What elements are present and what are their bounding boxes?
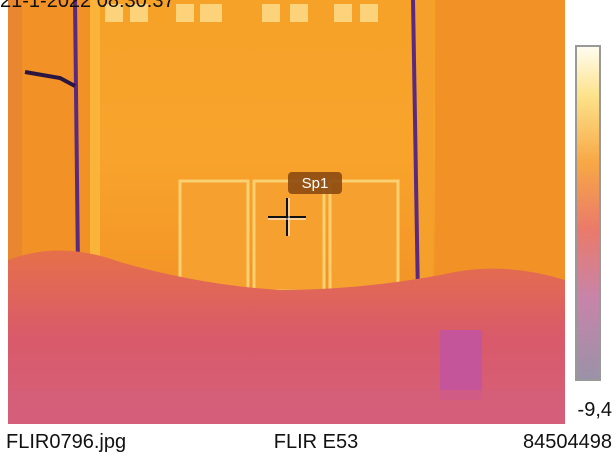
camera-model: FLIR E53 [274,431,358,453]
color-scale [575,45,601,381]
scale-min: -9,4 [578,399,612,421]
filename: FLIR0796.jpg [6,431,126,453]
serial-number: 84504498 [523,431,612,453]
crosshair-highlight [268,198,306,236]
thermal-image: Sp1 [8,0,565,424]
timestamp: 21-1-2022 08:30:37 [0,0,175,12]
spot-label: Sp1 [302,175,329,192]
crosshair [268,198,306,236]
